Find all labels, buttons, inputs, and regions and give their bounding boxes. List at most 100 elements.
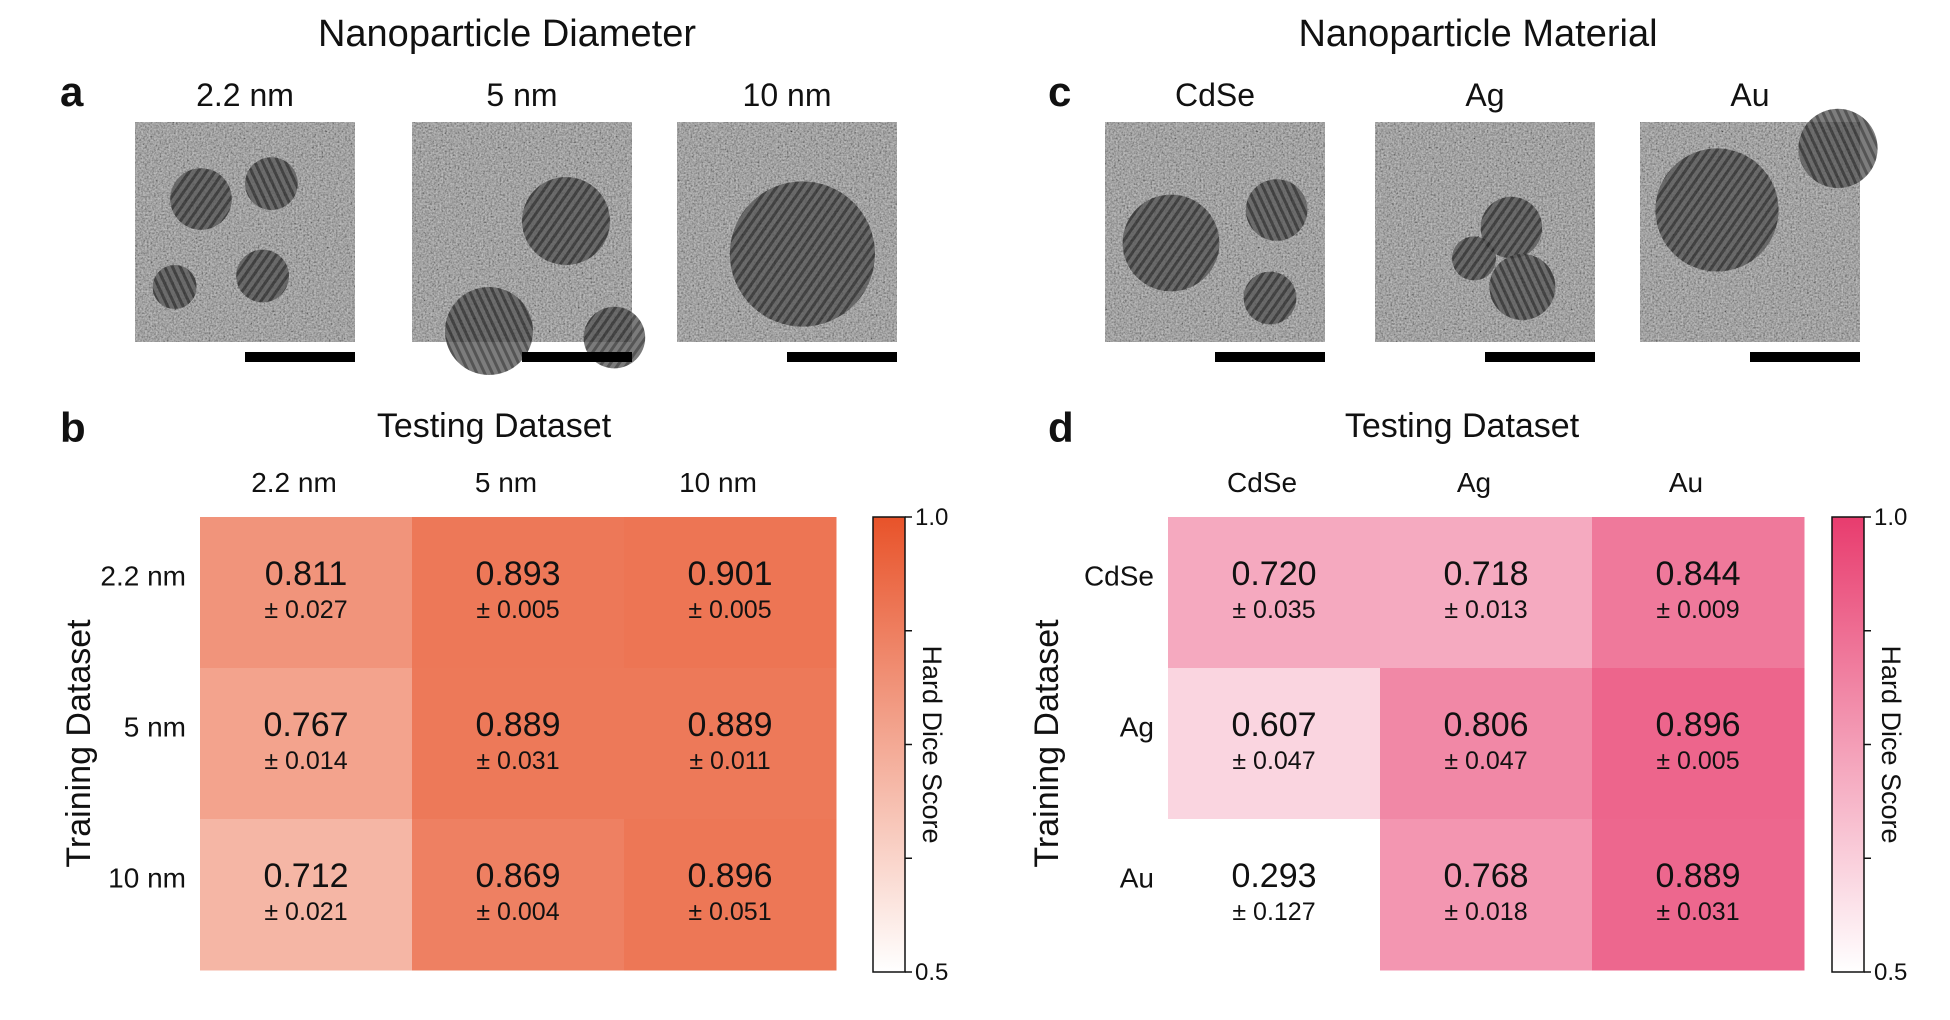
- diameter-heatmap-colorbar-max-label: 1.0: [915, 504, 948, 531]
- diameter-heatmap-cell-error-1-1: ± 0.031: [476, 747, 559, 775]
- material-heatmap-cell-1-1: [1380, 668, 1593, 820]
- material-heatmap-cell-error-2-0: ± 0.127: [1232, 898, 1315, 926]
- material-heatmap-cell-value-1-0: 0.607: [1231, 706, 1316, 744]
- material-heatmap-y-tick-2: Au: [1120, 863, 1154, 894]
- diameter-image-label-1: 5 nm: [486, 77, 557, 113]
- material-heatmap-cell-0-2: [1592, 517, 1805, 669]
- diameter-heatmap-cell-2-2: [624, 819, 837, 971]
- diameter-image-micrograph-1: [412, 122, 646, 375]
- material-heatmap-cell-0-1: [1380, 517, 1593, 669]
- diameter-heatmap-cell-0-0: [200, 517, 413, 669]
- material-heatmap-cell-value-0-1: 0.718: [1443, 555, 1528, 593]
- diameter-image-micrograph-2: [677, 122, 897, 342]
- material-heatmap-cell-error-1-2: ± 0.005: [1656, 747, 1739, 775]
- material-heatmap-y-axis-title: Training Dataset: [1028, 619, 1066, 868]
- material-image-particle-1-0: [1480, 196, 1543, 259]
- material-heatmap-cell-error-1-1: ± 0.047: [1444, 747, 1527, 775]
- material-heatmap-x-tick-1: Ag: [1457, 467, 1491, 498]
- material-heatmap-cell-error-0-1: ± 0.013: [1444, 596, 1527, 624]
- diameter-image-particle-0-0: [170, 168, 232, 230]
- material-heatmap-cell-value-2-1: 0.768: [1443, 857, 1528, 895]
- material-heatmap-x-axis-title: Testing Dataset: [1345, 407, 1580, 445]
- diameter-heatmap-cell-value-0-0: 0.811: [265, 555, 348, 593]
- material-heatmap-cell-value-0-2: 0.844: [1655, 555, 1740, 593]
- material-heatmap-cell-error-2-1: ± 0.018: [1444, 898, 1527, 926]
- material-heatmap-cell-error-1-0: ± 0.047: [1232, 747, 1315, 775]
- diameter-image-scale-bar-2: [787, 352, 897, 362]
- diameter-image-scale-bar-1: [522, 352, 632, 362]
- diameter-image-particle-0-2: [236, 249, 289, 303]
- panel-letter-b: b: [60, 404, 86, 451]
- material-heatmap-cell-1-2: [1592, 668, 1805, 820]
- material-image-label-2: Au: [1730, 77, 1769, 113]
- diameter-heatmap-x-tick-2: 10 nm: [679, 467, 757, 498]
- diameter-heatmap-cell-error-1-2: ± 0.011: [689, 747, 770, 775]
- material-image-particle-1-2: [1452, 236, 1496, 281]
- material-image-particle-0-1: [1245, 179, 1308, 241]
- material-heatmap-colorbar-min-label: 0.5: [1874, 959, 1907, 986]
- diameter-image-label-2: 10 nm: [743, 77, 832, 113]
- diameter-image-particle-0-1: [245, 157, 298, 211]
- material-heatmap-cell-error-0-0: ± 0.035: [1232, 596, 1315, 624]
- diameter-heatmap-cell-error-0-2: ± 0.005: [688, 596, 771, 624]
- heatmap-material: Testing Dataset CdSe Ag Au Training Dataset C…: [1028, 407, 1907, 986]
- material-heatmap-colorbar-max-label: 1.0: [1874, 504, 1907, 531]
- diameter-heatmap-cell-error-2-0: ± 0.021: [264, 898, 347, 926]
- material-heatmap-colorbar-label: Hard Dice Score: [1876, 645, 1906, 843]
- material-heatmap-cell-value-2-0: 0.293: [1231, 857, 1316, 895]
- material-image-micrograph-2: [1640, 108, 1878, 342]
- diameter-heatmap-cell-value-0-1: 0.893: [475, 555, 560, 593]
- material-image-scale-bar-0: [1215, 352, 1325, 362]
- diameter-heatmap-cell-1-0: [200, 668, 413, 820]
- diameter-heatmap-cell-error-0-1: ± 0.005: [476, 596, 559, 624]
- diameter-heatmap-y-axis-title: Training Dataset: [60, 619, 98, 868]
- material-heatmap-cell-error-0-2: ± 0.009: [1656, 596, 1739, 624]
- diameter-image-micrograph-noise-0: [135, 122, 355, 342]
- diameter-image-label-0: 2.2 nm: [196, 77, 294, 113]
- material-heatmap-cell-value-2-2: 0.889: [1655, 857, 1740, 895]
- diameter-heatmap-y-tick-0: 2.2 nm: [100, 561, 186, 592]
- material-image-particle-2-0: [1655, 148, 1779, 272]
- diameter-section-title: Nanoparticle Diameter: [318, 13, 696, 55]
- diameter-heatmap-cell-error-0-0: ± 0.027: [264, 596, 347, 624]
- diameter-heatmap-cell-0-2: [624, 517, 837, 669]
- diameter-heatmap-cell-value-1-0: 0.767: [263, 706, 348, 744]
- material-heatmap-x-tick-2: Au: [1669, 467, 1703, 498]
- material-image-scale-bar-2: [1750, 352, 1860, 362]
- heatmap-diameter: Testing Dataset 2.2 nm 5 nm 10 nm Training D…: [60, 407, 948, 986]
- diameter-heatmap-colorbar: [872, 516, 906, 973]
- material-image-particle-0-0: [1122, 194, 1220, 292]
- material-heatmap-cell-0-0: [1168, 517, 1381, 669]
- tem-images-diameter: 2.2 nm 5 nm 10 nm: [135, 77, 897, 375]
- diameter-heatmap-x-tick-0: 2.2 nm: [251, 467, 337, 498]
- material-heatmap-colorbar: [1831, 516, 1865, 973]
- diameter-heatmap-y-tick-1: 5 nm: [124, 712, 186, 743]
- panel-letter-a: a: [60, 68, 84, 115]
- diameter-heatmap-cell-value-1-2: 0.889: [687, 706, 772, 744]
- diameter-heatmap-x-tick-1: 5 nm: [475, 467, 537, 498]
- material-heatmap-y-tick-0: CdSe: [1084, 561, 1154, 592]
- material-image-label-1: Ag: [1465, 77, 1504, 113]
- tem-images-material: CdSe Ag Au: [1105, 77, 1878, 362]
- diameter-image-micrograph-0: [135, 122, 355, 342]
- material-heatmap-cell-value-1-1: 0.806: [1443, 706, 1528, 744]
- diameter-heatmap-cell-2-1: [412, 819, 625, 971]
- diameter-image-particle-1-0: [522, 177, 610, 265]
- diameter-image-scale-bar-0: [245, 352, 355, 362]
- material-heatmap-cell-1-0: [1168, 668, 1381, 820]
- diameter-image-particle-1-1: [445, 287, 533, 375]
- diameter-heatmap-cell-0-1: [412, 517, 625, 669]
- diameter-heatmap-cell-value-0-2: 0.901: [687, 555, 772, 593]
- diameter-image-particle-0-3: [152, 265, 197, 309]
- diameter-heatmap-colorbar-min-label: 0.5: [915, 959, 948, 986]
- diameter-heatmap-cell-error-2-1: ± 0.004: [476, 898, 559, 926]
- material-heatmap-cell-2-1: [1380, 819, 1593, 971]
- diameter-heatmap-cell-error-2-2: ± 0.051: [688, 898, 771, 926]
- material-heatmap-cell-error-2-2: ± 0.031: [1656, 898, 1739, 926]
- diameter-heatmap-colorbar-label: Hard Dice Score: [917, 645, 947, 843]
- diameter-heatmap-cell-1-2: [624, 668, 837, 820]
- material-heatmap-cell-2-0: [1168, 819, 1381, 971]
- diameter-heatmap-cell-error-1-0: ± 0.014: [264, 747, 347, 775]
- material-image-scale-bar-1: [1485, 352, 1595, 362]
